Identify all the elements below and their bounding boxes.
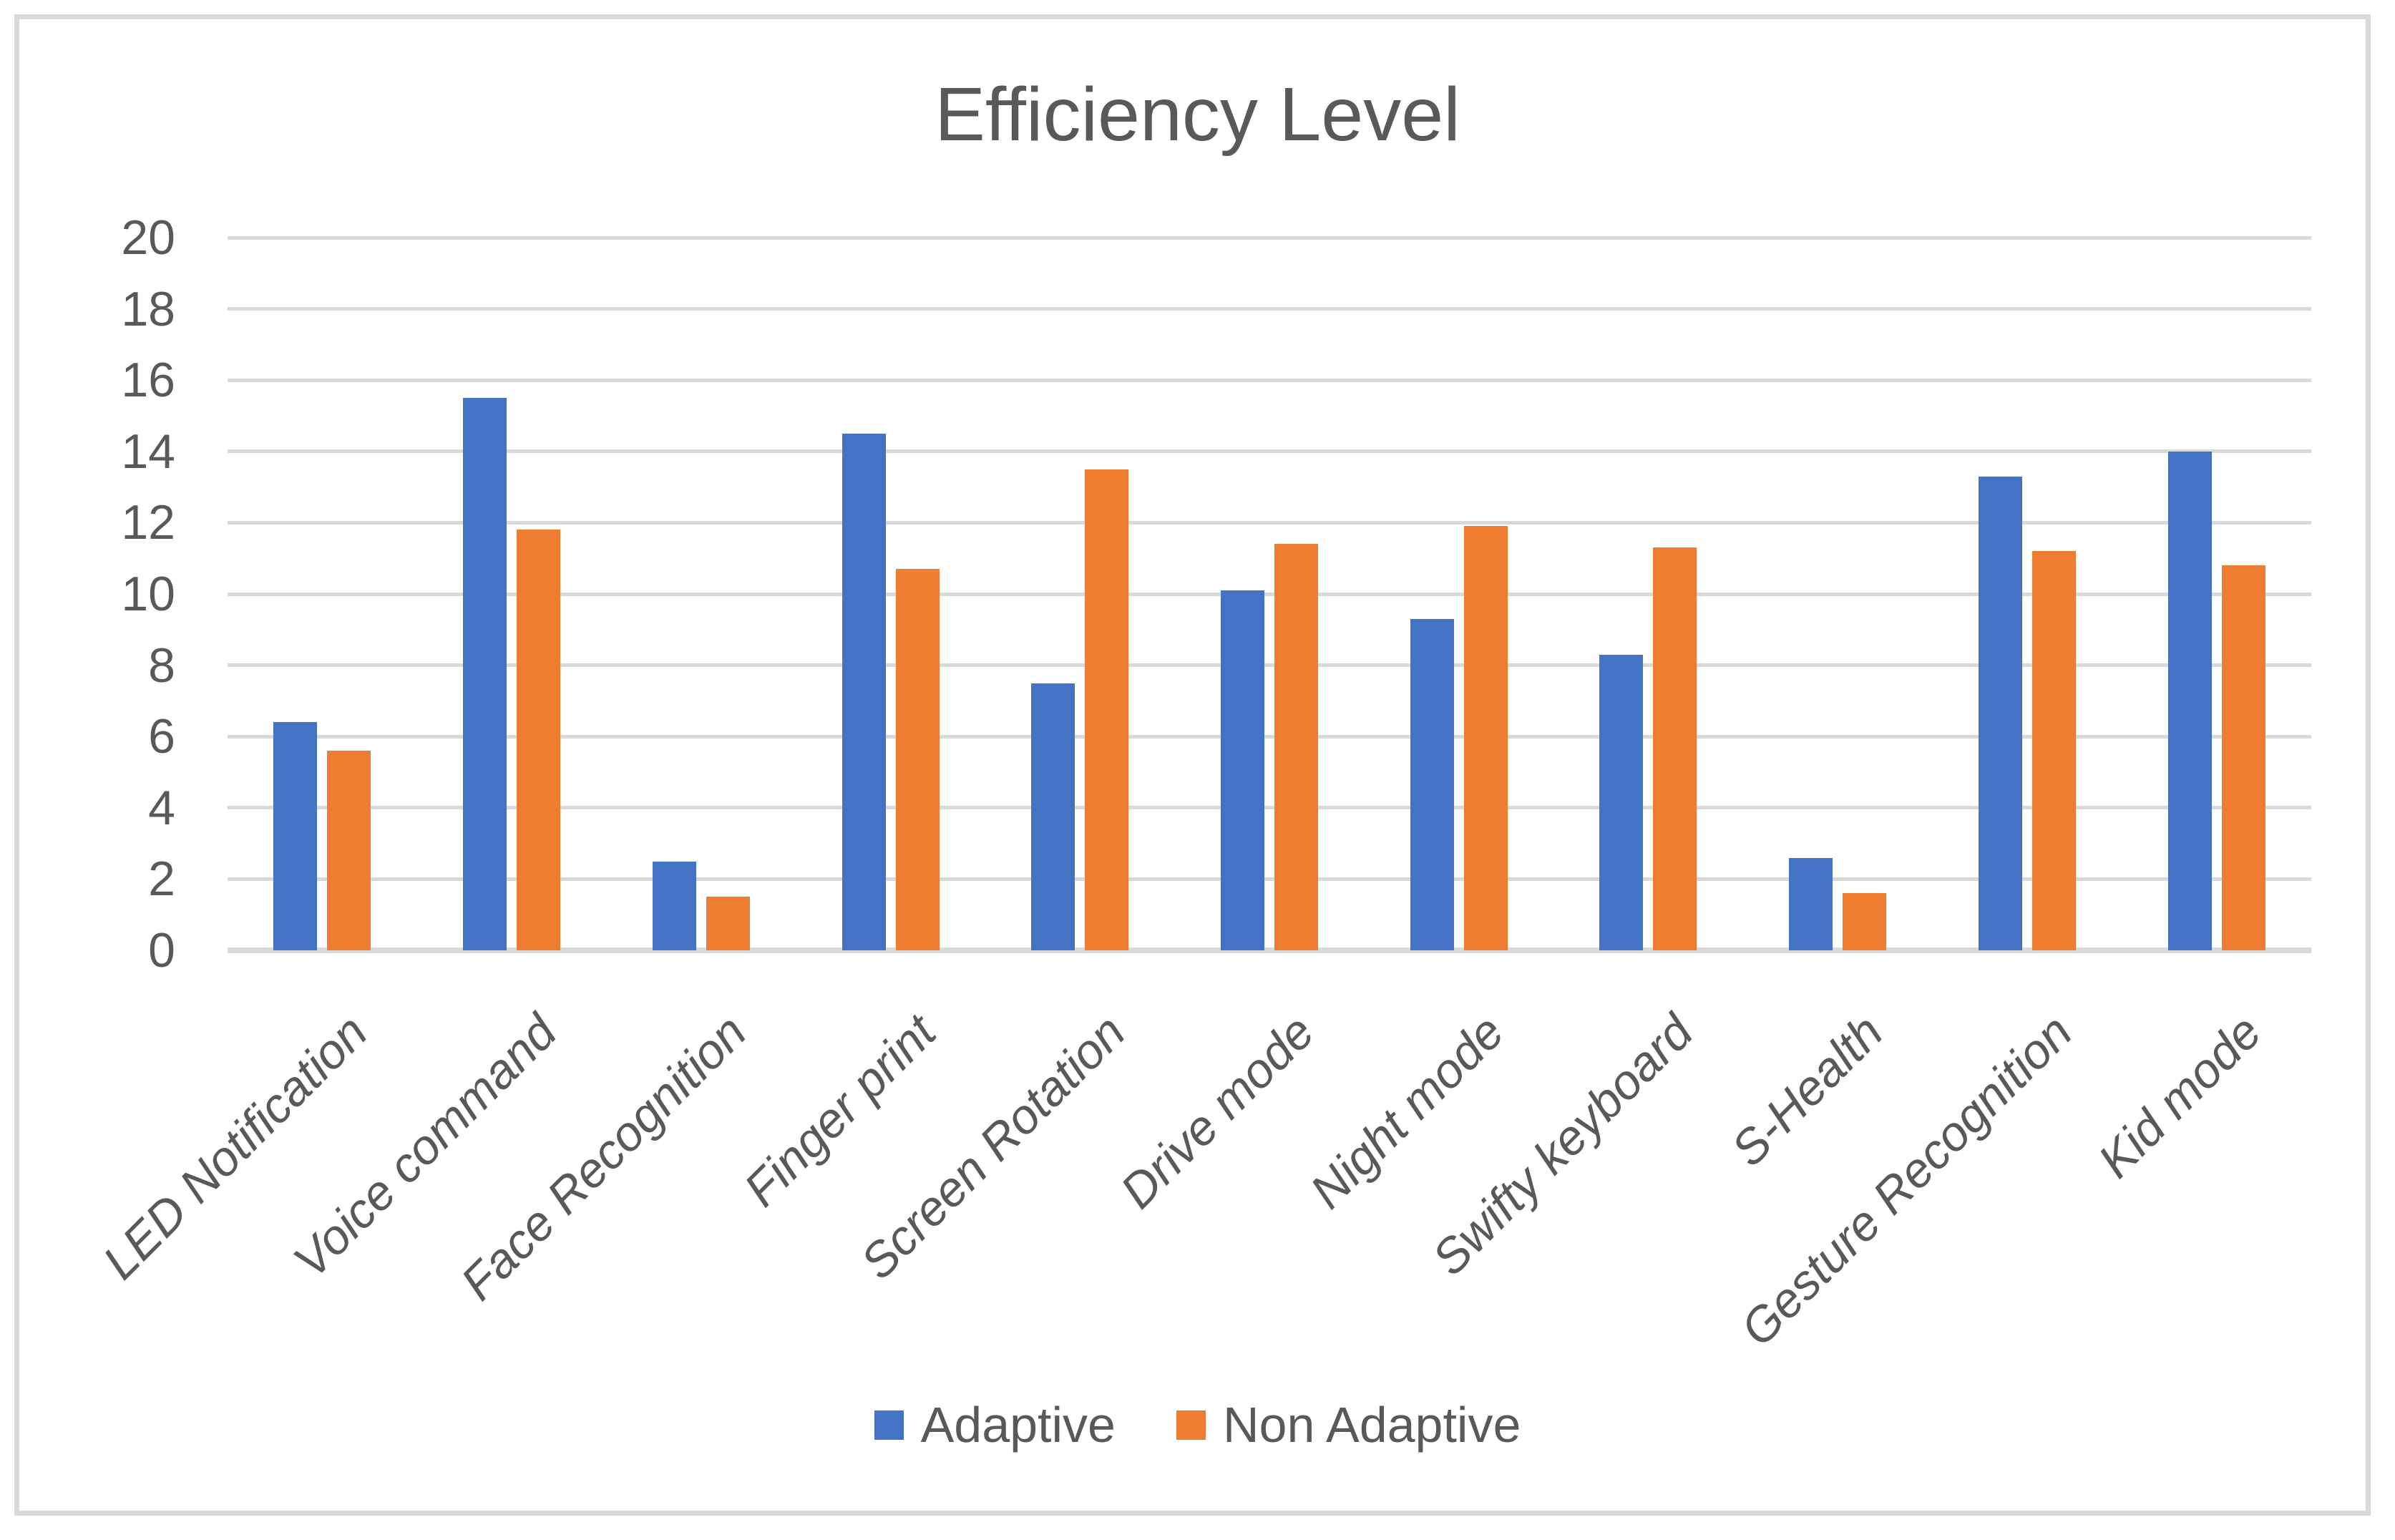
bar-non-adaptive-finger-print xyxy=(895,569,940,950)
gridline-y-16 xyxy=(228,378,2311,382)
legend-item-adaptive: Adaptive xyxy=(874,1399,1116,1451)
gridline-y-6 xyxy=(228,734,2311,739)
bar-adaptive-led-notification xyxy=(273,722,318,950)
y-tick-label-20: 20 xyxy=(121,210,175,265)
gridline-y-12 xyxy=(228,520,2311,525)
bar-non-adaptive-voice-command xyxy=(517,530,561,950)
y-tick-label-14: 14 xyxy=(121,424,175,479)
bar-adaptive-s-health xyxy=(1789,857,1833,950)
x-category-label-kid-mode: Kid mode xyxy=(2088,1004,2272,1189)
bar-adaptive-kid-mode xyxy=(2167,451,2212,950)
gridline-y-18 xyxy=(228,307,2311,311)
y-tick-label-2: 2 xyxy=(148,852,175,907)
bar-adaptive-voice-command xyxy=(463,398,507,950)
y-tick-label-6: 6 xyxy=(148,709,175,764)
bar-non-adaptive-kid-mode xyxy=(2221,565,2265,950)
chart-frame xyxy=(14,14,2371,1516)
x-category-label-s-health: S-Health xyxy=(1720,1004,1893,1177)
bar-adaptive-swifty-keyboard xyxy=(1599,654,1644,950)
gridline-y-2 xyxy=(228,877,2311,881)
bar-non-adaptive-drive-mode xyxy=(1274,544,1318,950)
y-tick-label-12: 12 xyxy=(121,495,175,550)
legend: Adaptive Non Adaptive xyxy=(0,1399,2395,1451)
legend-item-non-adaptive: Non Adaptive xyxy=(1176,1399,1521,1451)
y-tick-label-4: 4 xyxy=(148,780,175,835)
gridline-y-8 xyxy=(228,663,2311,668)
legend-swatch-non-adaptive-icon xyxy=(1176,1410,1206,1440)
y-tick-label-16: 16 xyxy=(121,353,175,408)
gridline-y-14 xyxy=(228,449,2311,454)
gridline-y-20 xyxy=(228,235,2311,240)
bar-adaptive-finger-print xyxy=(842,433,886,950)
bar-adaptive-screen-rotation xyxy=(1031,683,1075,950)
y-tick-label-18: 18 xyxy=(121,281,175,336)
legend-label-non-adaptive: Non Adaptive xyxy=(1223,1397,1521,1453)
bar-non-adaptive-swifty-keyboard xyxy=(1653,547,1697,950)
x-category-label-gesture-recognition: Gesture Recognition xyxy=(1730,1004,2083,1357)
y-tick-label-10: 10 xyxy=(121,567,175,621)
bar-adaptive-night-mode xyxy=(1410,618,1454,950)
gridline-y-4 xyxy=(228,806,2311,810)
x-category-label-drive-mode: Drive mode xyxy=(1110,1004,1325,1219)
bar-non-adaptive-face-recognition xyxy=(706,897,750,950)
bar-non-adaptive-screen-rotation xyxy=(1085,469,1129,950)
x-category-label-finger-print: Finger print xyxy=(733,1004,946,1217)
bar-non-adaptive-gesture-recognition xyxy=(2031,551,2076,950)
bar-non-adaptive-night-mode xyxy=(1463,526,1508,950)
legend-label-adaptive: Adaptive xyxy=(920,1397,1116,1453)
bar-adaptive-face-recognition xyxy=(652,861,696,950)
bar-non-adaptive-led-notification xyxy=(327,751,371,950)
bar-adaptive-drive-mode xyxy=(1221,590,1264,950)
bar-adaptive-gesture-recognition xyxy=(1978,476,2022,950)
bar-non-adaptive-s-health xyxy=(1843,893,1887,950)
gridline-y-10 xyxy=(228,592,2311,596)
chart-title: Efficiency Level xyxy=(935,72,1460,157)
x-category-label-night-mode: Night mode xyxy=(1299,1004,1515,1219)
x-axis-line xyxy=(228,947,2311,953)
legend-swatch-adaptive-icon xyxy=(874,1410,904,1440)
y-tick-label-8: 8 xyxy=(148,638,175,693)
y-tick-label-0: 0 xyxy=(148,923,175,978)
